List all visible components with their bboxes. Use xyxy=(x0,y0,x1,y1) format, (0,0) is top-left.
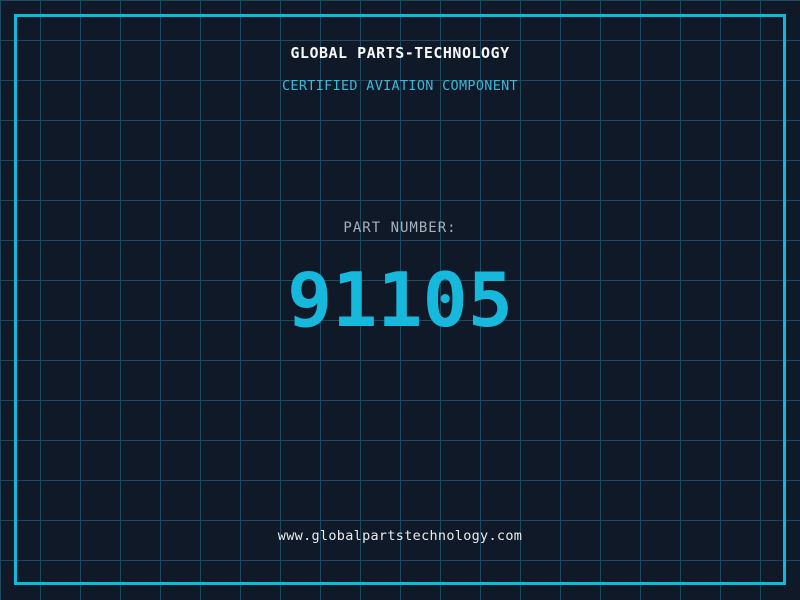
company-title: GLOBAL PARTS-TECHNOLOGY xyxy=(290,44,510,62)
website-url: www.globalpartstechnology.com xyxy=(277,528,523,544)
part-number-label: PART NUMBER: xyxy=(343,220,457,236)
certification-subtitle: CERTIFIED AVIATION COMPONENT xyxy=(282,78,518,94)
part-number-value: 91105 xyxy=(287,256,513,344)
